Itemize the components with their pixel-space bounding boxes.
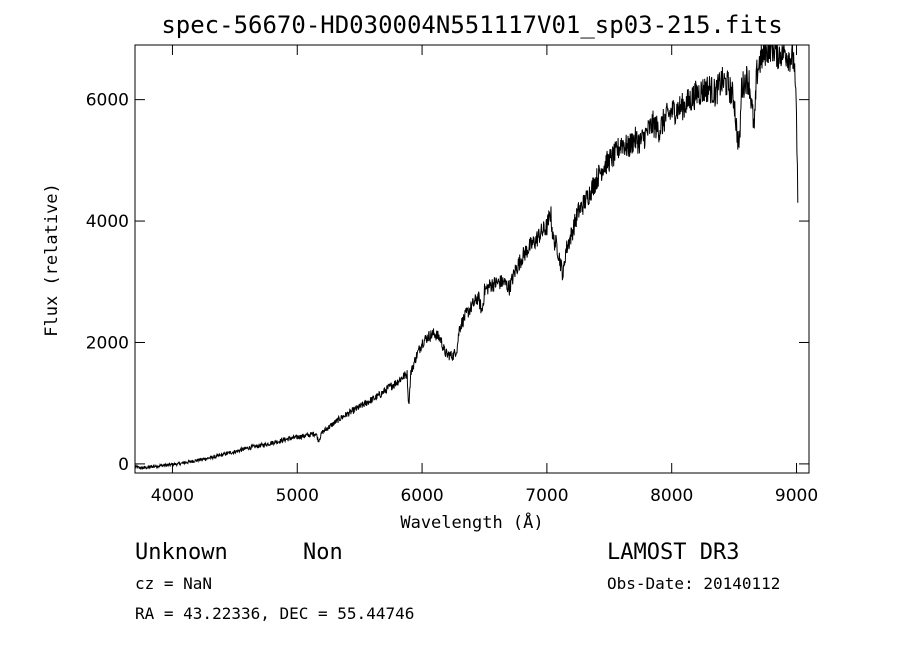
y-tick-label: 0 (118, 455, 129, 475)
y-axis-ticks: 0 2000 4000 6000 (86, 91, 809, 475)
y-tick-label: 4000 (86, 212, 129, 232)
plot-frame (134, 44, 810, 474)
x-tick-label: 7000 (525, 486, 568, 506)
x-tick-label: 6000 (400, 486, 443, 506)
object-class-label: Unknown (135, 540, 228, 565)
y-axis-label: Flux (relative) (42, 183, 62, 337)
x-axis-label: Wavelength (Å) (400, 511, 543, 533)
obs-date-label: Obs-Date: 20140112 (607, 574, 780, 593)
x-tick-label: 8000 (650, 486, 693, 506)
chart-title: spec-56670-HD030004N551117V01_sp03-215.f… (161, 11, 782, 39)
x-tick-label: 4000 (151, 486, 194, 506)
y-tick-label: 6000 (86, 91, 129, 111)
spectrum-series-line (134, 44, 799, 470)
x-axis-ticks: 4000 5000 6000 7000 8000 9000 (151, 45, 818, 506)
coords-label: RA = 43.22336, DEC = 55.44746 (135, 604, 414, 623)
subclass-label: Non (303, 540, 343, 565)
redshift-label: cz = NaN (135, 574, 212, 593)
x-tick-label: 9000 (775, 486, 818, 506)
y-tick-label: 2000 (86, 333, 129, 353)
survey-label: LAMOST DR3 (607, 540, 739, 565)
x-tick-label: 5000 (276, 486, 319, 506)
